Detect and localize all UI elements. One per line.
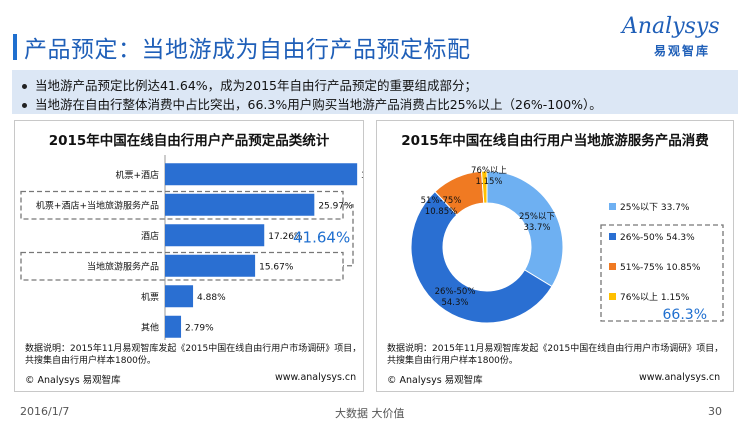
bar-1 xyxy=(165,193,315,216)
donut-slice-value: 33.7% xyxy=(523,223,550,233)
legend-label: 26%-50% 54.3% xyxy=(620,233,695,243)
bar-value-label: 25.97% xyxy=(318,201,353,211)
bar-chart-panel: 2015年中国在线自由行用户产品预定品类统计 机票+酒店 33.42% 机票+酒店+… xyxy=(14,120,364,392)
donut-chart-title: 2015年中国在线自由行用户当地旅游服务产品消费 xyxy=(401,133,709,149)
summary-bullet-2: 当地游在自由行整体消费中占比突出，66.3%用户购买当地游产品消费占比25%以上… xyxy=(22,94,602,113)
donut-slice-1 xyxy=(410,190,553,324)
highlight-box-row-4 xyxy=(20,251,344,281)
bar-2 xyxy=(165,224,265,247)
legend-highlight-total: 66.3% xyxy=(663,307,707,323)
donut-slice-label: 76%以上 xyxy=(471,166,507,176)
bar-chart: 机票+酒店 33.42% 机票+酒店+当地旅游服务产品 25.97% 酒店 17.26% 当… xyxy=(20,155,363,340)
donut-chart-footer-brand: © Analysys 易观智库 xyxy=(387,375,483,386)
page-number: 30 xyxy=(708,405,722,418)
legend-label: 76%以上 1.15% xyxy=(620,292,690,303)
bullet-dot-icon xyxy=(22,103,27,108)
page-date: 2016/1/7 xyxy=(20,405,70,418)
bar-value-label: 2.79% xyxy=(185,323,214,333)
bar-chart-title: 2015年中国在线自由行用户产品预定品类统计 xyxy=(48,133,330,149)
bar-5 xyxy=(165,315,182,338)
summary-text-2: 当地游在自由行整体消费中占比突出，66.3%用户购买当地游产品消费占比25%以上… xyxy=(35,97,602,112)
bar-category-label: 其他 xyxy=(141,321,159,333)
summary-text-1: 当地游产品预定比例达41.64%，成为2015年自由行产品预定的重要组成部分； xyxy=(35,78,477,93)
bar-category-label: 酒店 xyxy=(141,230,159,242)
page-slogan: 大数据 大价值 xyxy=(335,407,405,420)
logo-cn: 易观智库 xyxy=(654,44,711,58)
bar-category-label: 当地旅游服务产品 xyxy=(87,260,159,272)
donut-chart-note-2: 共搜集自由行用户样本1800份。 xyxy=(387,356,518,366)
highlight-total-label: 41.64% xyxy=(293,228,350,246)
bullet-dot-icon xyxy=(22,84,27,89)
legend-label: 25%以下 33.7% xyxy=(620,203,690,213)
donut-slice-label: 51%-75% xyxy=(421,196,462,206)
donut-slice-value: 54.3% xyxy=(441,298,468,308)
donut-slice-label: 26%-50% xyxy=(435,287,476,297)
legend-highlight-box xyxy=(600,224,724,322)
donut-slice-label: 25%以下 xyxy=(519,212,555,222)
bar-category-label: 机票+酒店 xyxy=(115,169,159,181)
page-title: 产品预定：当地游成为自由行产品预定标配 xyxy=(24,37,471,63)
bar-category-label: 机票+酒店+当地旅游服务产品 xyxy=(36,199,159,211)
legend-swatch-3 xyxy=(609,293,616,300)
summary-box: 当地游产品预定比例达41.64%，成为2015年自由行产品预定的重要组成部分； … xyxy=(12,70,738,114)
legend-swatch-2 xyxy=(609,263,616,270)
highlight-box-row-2 xyxy=(20,190,344,220)
legend-swatch-1 xyxy=(609,233,616,240)
donut-slice-3 xyxy=(480,170,488,204)
highlight-bracket xyxy=(343,204,354,267)
bar-chart-note-1: 数据说明：2015年11月易观智库发起《2015中国在线自由行用户市场调研》项目… xyxy=(25,344,362,354)
donut-chart-panel: 2015年中国在线自由行用户当地旅游服务产品消费 25%以下 33.7% 26%-5… xyxy=(376,120,734,392)
donut-chart-footer-url: www.analysys.cn xyxy=(639,372,721,383)
bar-0 xyxy=(165,163,358,186)
bar-value-label: 4.88% xyxy=(197,293,226,303)
bar-chart-footer-url: www.analysys.cn xyxy=(275,372,357,383)
bar-category-label: 机票 xyxy=(141,291,159,303)
bar-value-label: 33.42% xyxy=(361,171,363,181)
summary-bullet-1: 当地游产品预定比例达41.64%，成为2015年自由行产品预定的重要组成部分； xyxy=(22,75,477,94)
bar-4 xyxy=(165,285,194,308)
bar-chart-note-2: 共搜集自由行用户样本1800份。 xyxy=(25,356,156,366)
bar-value-label: 17.26% xyxy=(268,232,303,242)
analysys-logo: Analysys 易观智库 xyxy=(618,14,736,64)
donut-chart-note-1: 数据说明：2015年11月易观智库发起《2015中国在线自由行用户市场调研》项目… xyxy=(387,344,724,354)
legend-label: 51%-75% 10.85% xyxy=(620,263,701,273)
donut-slice-0 xyxy=(486,170,564,288)
donut-slice-value: 10.85% xyxy=(425,207,457,217)
legend-swatch-0 xyxy=(609,203,616,210)
donut-slice-value: 1.15% xyxy=(475,177,502,187)
bar-value-label: 15.67% xyxy=(259,262,294,272)
logo-name: Analysys xyxy=(622,14,720,39)
bar-3 xyxy=(165,254,256,277)
bar-chart-footer-brand: © Analysys 易观智库 xyxy=(25,375,121,386)
title-accent-bar xyxy=(13,34,17,60)
